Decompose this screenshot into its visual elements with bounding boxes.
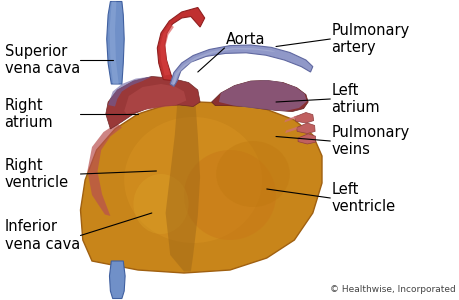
Text: Right
atrium: Right atrium [5, 98, 53, 130]
Polygon shape [109, 2, 118, 84]
Text: © Healthwise, Incorporated: © Healthwise, Incorporated [329, 285, 454, 294]
Polygon shape [87, 123, 122, 216]
Text: Pulmonary
artery: Pulmonary artery [330, 23, 409, 55]
Text: Inferior
vena cava: Inferior vena cava [5, 219, 80, 252]
Polygon shape [165, 103, 200, 272]
Polygon shape [294, 112, 313, 123]
Text: Left
ventricle: Left ventricle [330, 182, 394, 214]
Polygon shape [124, 84, 186, 114]
Text: Pulmonary
veins: Pulmonary veins [330, 125, 409, 157]
Text: Left
atrium: Left atrium [330, 83, 379, 115]
Text: Right
ventricle: Right ventricle [5, 158, 68, 190]
Polygon shape [296, 123, 314, 134]
Polygon shape [297, 134, 315, 144]
Polygon shape [170, 45, 312, 86]
Ellipse shape [184, 150, 275, 240]
Polygon shape [157, 8, 204, 81]
Polygon shape [285, 127, 297, 133]
Ellipse shape [124, 117, 262, 243]
Polygon shape [211, 80, 308, 112]
Polygon shape [80, 102, 321, 273]
Polygon shape [109, 261, 125, 298]
Polygon shape [172, 48, 275, 84]
Polygon shape [106, 2, 124, 84]
Ellipse shape [216, 141, 289, 207]
Ellipse shape [133, 174, 188, 234]
Text: Aorta: Aorta [225, 32, 264, 46]
Polygon shape [218, 80, 306, 111]
Text: Superior
vena cava: Superior vena cava [5, 44, 80, 76]
Polygon shape [160, 24, 174, 76]
Polygon shape [284, 116, 296, 122]
Polygon shape [106, 76, 200, 129]
Polygon shape [108, 76, 151, 106]
